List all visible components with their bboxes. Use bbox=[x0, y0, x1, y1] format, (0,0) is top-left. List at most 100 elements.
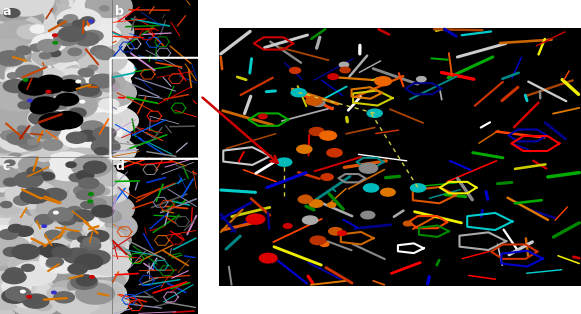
Circle shape bbox=[88, 241, 125, 261]
Circle shape bbox=[83, 106, 138, 136]
Circle shape bbox=[56, 219, 96, 241]
Circle shape bbox=[2, 157, 21, 168]
Circle shape bbox=[0, 100, 31, 127]
Circle shape bbox=[0, 0, 28, 19]
Circle shape bbox=[50, 36, 88, 57]
Circle shape bbox=[47, 288, 69, 299]
Circle shape bbox=[7, 76, 20, 83]
Circle shape bbox=[328, 203, 336, 207]
Circle shape bbox=[17, 48, 30, 55]
Circle shape bbox=[50, 251, 62, 258]
Circle shape bbox=[40, 53, 51, 59]
Circle shape bbox=[33, 295, 46, 302]
Circle shape bbox=[21, 187, 59, 208]
Circle shape bbox=[340, 67, 350, 73]
Circle shape bbox=[20, 48, 32, 55]
Circle shape bbox=[0, 203, 19, 214]
Circle shape bbox=[65, 273, 106, 295]
Circle shape bbox=[95, 16, 120, 30]
Circle shape bbox=[11, 165, 55, 189]
Circle shape bbox=[10, 142, 52, 165]
Circle shape bbox=[0, 137, 19, 153]
Circle shape bbox=[5, 68, 33, 83]
Circle shape bbox=[81, 121, 104, 133]
Circle shape bbox=[77, 130, 98, 141]
Circle shape bbox=[10, 260, 33, 273]
Circle shape bbox=[32, 49, 62, 65]
Circle shape bbox=[18, 66, 50, 83]
Circle shape bbox=[21, 124, 79, 155]
Circle shape bbox=[80, 100, 85, 103]
Circle shape bbox=[42, 225, 46, 227]
Circle shape bbox=[5, 268, 23, 278]
Circle shape bbox=[60, 67, 88, 83]
Circle shape bbox=[310, 236, 326, 245]
Circle shape bbox=[67, 191, 125, 222]
Circle shape bbox=[35, 200, 53, 209]
Circle shape bbox=[88, 235, 118, 251]
Circle shape bbox=[0, 51, 24, 66]
Circle shape bbox=[0, 289, 23, 310]
Circle shape bbox=[41, 279, 56, 288]
Circle shape bbox=[83, 249, 131, 275]
Circle shape bbox=[298, 196, 312, 203]
Circle shape bbox=[0, 279, 23, 293]
Circle shape bbox=[32, 268, 70, 288]
Circle shape bbox=[20, 26, 75, 56]
Circle shape bbox=[66, 112, 106, 134]
Circle shape bbox=[36, 296, 74, 314]
Circle shape bbox=[0, 55, 37, 85]
Circle shape bbox=[8, 280, 50, 303]
Circle shape bbox=[13, 126, 32, 137]
Circle shape bbox=[85, 59, 123, 80]
Text: d: d bbox=[115, 160, 124, 173]
Circle shape bbox=[103, 208, 114, 214]
Circle shape bbox=[0, 220, 33, 251]
Circle shape bbox=[58, 39, 98, 61]
Circle shape bbox=[0, 0, 35, 23]
Circle shape bbox=[0, 241, 36, 272]
Circle shape bbox=[53, 291, 99, 314]
Circle shape bbox=[82, 222, 106, 235]
Circle shape bbox=[20, 188, 49, 203]
Circle shape bbox=[21, 264, 34, 271]
Circle shape bbox=[44, 130, 96, 158]
Circle shape bbox=[66, 89, 78, 96]
Circle shape bbox=[27, 148, 73, 173]
Circle shape bbox=[51, 115, 67, 123]
Circle shape bbox=[0, 174, 25, 201]
Circle shape bbox=[14, 170, 50, 190]
Circle shape bbox=[83, 96, 101, 105]
Circle shape bbox=[76, 267, 99, 279]
Circle shape bbox=[52, 90, 85, 108]
Circle shape bbox=[303, 216, 318, 224]
Circle shape bbox=[88, 200, 121, 218]
Circle shape bbox=[30, 104, 49, 114]
Circle shape bbox=[51, 281, 82, 297]
Circle shape bbox=[61, 196, 110, 222]
Circle shape bbox=[92, 54, 110, 64]
Circle shape bbox=[3, 141, 45, 163]
Circle shape bbox=[11, 8, 41, 24]
Circle shape bbox=[84, 73, 107, 86]
Circle shape bbox=[69, 249, 86, 259]
Circle shape bbox=[0, 197, 28, 214]
Circle shape bbox=[83, 90, 121, 111]
Circle shape bbox=[3, 79, 27, 93]
Circle shape bbox=[17, 126, 27, 131]
Circle shape bbox=[29, 272, 75, 297]
Circle shape bbox=[15, 214, 65, 241]
Circle shape bbox=[0, 210, 31, 236]
Circle shape bbox=[58, 176, 102, 200]
Circle shape bbox=[91, 304, 114, 314]
Circle shape bbox=[0, 126, 35, 149]
Circle shape bbox=[91, 139, 120, 154]
Circle shape bbox=[56, 70, 79, 83]
Circle shape bbox=[40, 204, 85, 228]
Circle shape bbox=[85, 244, 131, 269]
Circle shape bbox=[76, 80, 81, 83]
Circle shape bbox=[94, 292, 114, 304]
Circle shape bbox=[76, 149, 103, 164]
Circle shape bbox=[66, 162, 76, 167]
Circle shape bbox=[35, 283, 85, 310]
